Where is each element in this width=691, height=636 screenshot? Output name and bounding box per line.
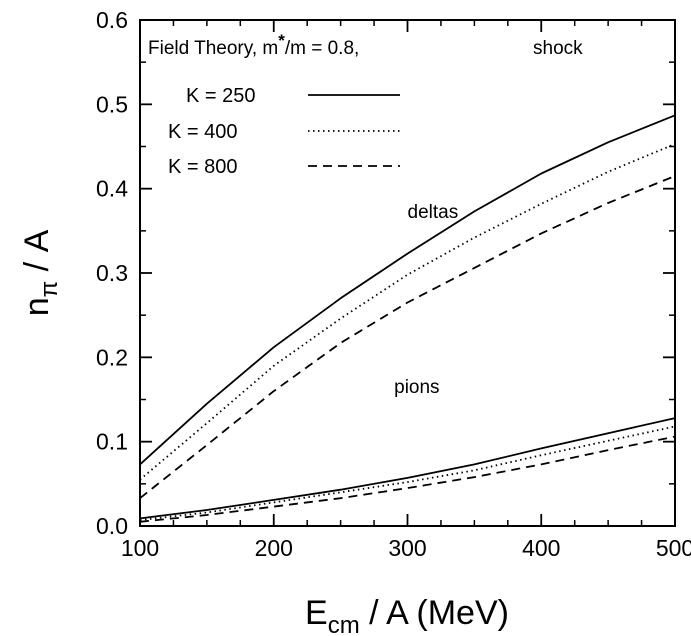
annotation-pions: pions — [394, 377, 439, 398]
tick-marks — [139, 19, 676, 527]
chart-title: Field Theory, m*/m = 0.8, — [148, 31, 359, 59]
legend-label: K = 400 — [168, 121, 238, 143]
series-line-pions-dotted — [139, 425, 676, 521]
y-tick-label: 0.6 — [96, 7, 128, 33]
series-line-pions-solid — [139, 417, 676, 520]
series-line-pions-dashed — [139, 435, 676, 523]
y-tick-label: 0.0 — [96, 513, 128, 539]
y-tick-label: 0.3 — [96, 260, 128, 286]
series-line-deltas-solid — [139, 114, 676, 466]
series-lines — [139, 114, 676, 523]
legend: K = 250 K = 400 K = 800 — [168, 85, 400, 178]
chart-title-mode: shock — [533, 38, 583, 59]
y-tick-label: 0.5 — [96, 91, 128, 117]
y-tick-label: 0.4 — [96, 176, 128, 202]
x-tick-label: 500 — [656, 535, 691, 561]
x-tick-label: 100 — [121, 535, 159, 561]
y-tick-label: 0.1 — [96, 429, 128, 455]
x-axis-label: Ecm / A (MeV) — [305, 594, 509, 636]
x-tick-label: 400 — [522, 535, 560, 561]
x-tick-label: 200 — [255, 535, 293, 561]
legend-label: K = 250 — [186, 85, 256, 107]
legend-label: K = 800 — [168, 156, 238, 178]
tick-labels: 100 200 300 400 500 0.0 0.1 0.2 0.3 0.4 0.5 0.6 — [96, 7, 691, 561]
y-axis-label: nπ / A — [18, 229, 63, 316]
x-tick-label: 300 — [388, 535, 426, 561]
y-tick-label: 0.2 — [96, 344, 128, 370]
series-line-deltas-dashed — [139, 175, 676, 499]
series-line-deltas-dotted — [139, 143, 676, 481]
annotation-deltas: deltas — [408, 202, 459, 223]
annotations: deltas pions — [394, 202, 458, 398]
